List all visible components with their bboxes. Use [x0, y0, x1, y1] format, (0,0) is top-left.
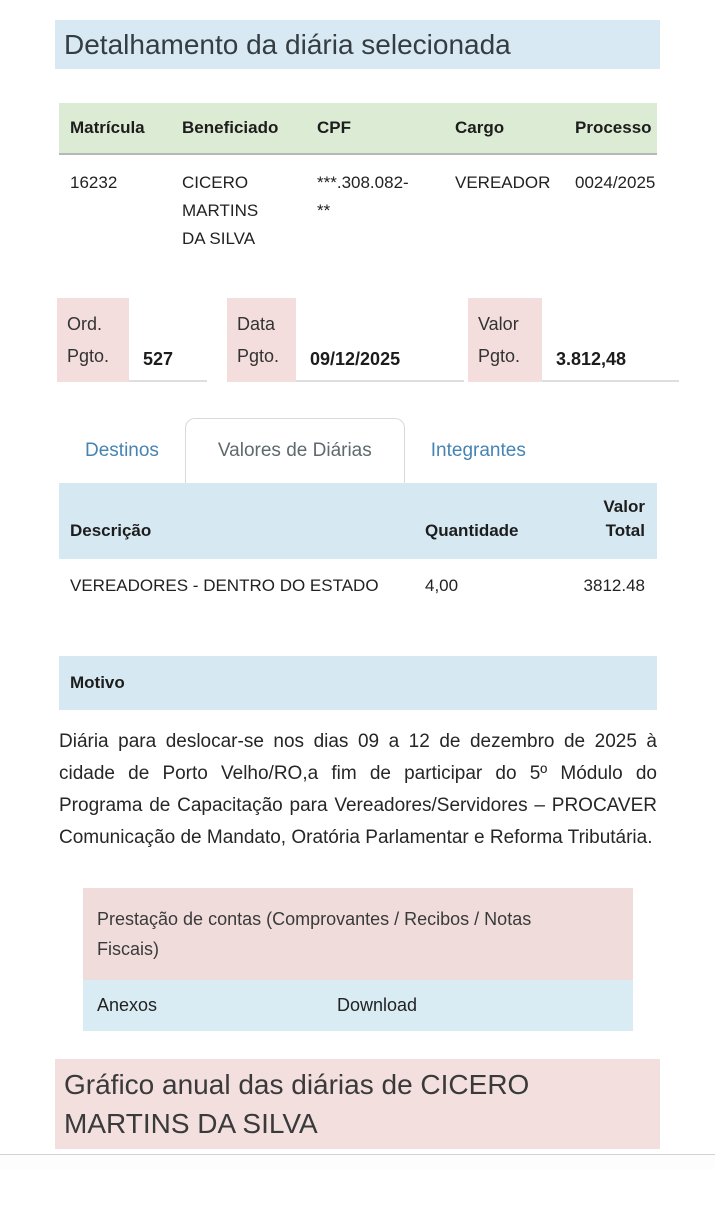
prestacao-columns-row: Anexos Download	[83, 980, 633, 1031]
payment-fields: Ord. Pgto. 527 Data Pgto. 09/12/2025 Val…	[57, 298, 715, 382]
beneficiary-table-row: 16232 CICERO MARTINS DA SILVA ***.308.08…	[59, 155, 657, 253]
col-header-descricao: Descrição	[70, 521, 152, 540]
valor-pgto-value: 3.812,48	[542, 298, 679, 382]
cell-matricula: 16232	[70, 173, 118, 192]
valores-table-header: Descrição Quantidade Valor Total	[59, 483, 657, 559]
valor-total-label: Valor Total	[603, 497, 645, 540]
valores-table-row: VEREADORES - DENTRO DO ESTADO 4,00 3812.…	[59, 559, 657, 616]
chart-container-top-edge	[0, 1154, 715, 1169]
valor-pgto-label: Valor Pgto.	[468, 298, 542, 382]
cell-quantidade: 4,00	[425, 576, 459, 595]
col-header-quantidade: Quantidade	[425, 521, 519, 540]
col-header-valor-total: Valor Total	[555, 495, 645, 543]
data-pgto-label: Data Pgto.	[227, 298, 296, 382]
cell-beneficiado: CICERO MARTINS DA SILVA	[182, 169, 317, 253]
valores-table: Descrição Quantidade Valor Total VEREADO…	[59, 483, 657, 616]
col-header-download: Download	[337, 995, 418, 1015]
data-pgto-value: 09/12/2025	[296, 298, 464, 382]
motivo-text: Diária para deslocar-se nos dias 09 a 12…	[59, 731, 657, 848]
field-data-pgto: Data Pgto. 09/12/2025	[227, 298, 464, 382]
col-header-cpf: CPF	[317, 118, 351, 137]
col-header-cargo: Cargo	[455, 118, 505, 137]
motivo-header: Motivo	[59, 656, 657, 710]
cpf-value: ***.308.082-**	[317, 173, 409, 220]
cell-cpf: ***.308.082-**	[317, 169, 455, 253]
prestacao-card: Prestação de contas (Comprovantes / Reci…	[83, 888, 633, 1031]
tab-destinos[interactable]: Destinos	[85, 439, 159, 461]
prestacao-header: Prestação de contas (Comprovantes / Reci…	[83, 888, 633, 980]
cell-processo: 0024/2025	[575, 173, 656, 192]
page-title: Detalhamento da diária selecionada	[55, 20, 660, 69]
beneficiary-table-header: Matrícula Beneficiado CPF Cargo Processo	[59, 103, 657, 155]
ord-pgto-label: Ord. Pgto.	[57, 298, 129, 382]
col-header-beneficiado: Beneficiado	[182, 118, 279, 137]
col-header-processo: Processo	[575, 118, 652, 137]
cell-valor-total: 3812.48	[583, 576, 645, 595]
field-ord-pgto: Ord. Pgto. 527	[57, 298, 207, 382]
tab-valores-de-diarias[interactable]: Valores de Diárias	[184, 418, 405, 483]
col-header-matricula: Matrícula	[70, 118, 145, 137]
field-valor-pgto: Valor Pgto. 3.812,48	[468, 298, 679, 382]
beneficiado-value: CICERO MARTINS DA SILVA	[182, 173, 259, 248]
detail-tabs: Destinos Valores de Diárias Integrantes	[59, 418, 715, 483]
cell-descricao: VEREADORES - DENTRO DO ESTADO	[70, 576, 379, 595]
tab-integrantes[interactable]: Integrantes	[430, 439, 526, 461]
chart-section-title: Gráfico anual das diárias de CICERO MART…	[55, 1059, 660, 1149]
ord-pgto-value: 527	[129, 298, 207, 382]
col-header-anexos: Anexos	[97, 995, 158, 1015]
cell-cargo: VEREADOR	[455, 173, 551, 192]
beneficiary-table: Matrícula Beneficiado CPF Cargo Processo…	[59, 103, 657, 253]
